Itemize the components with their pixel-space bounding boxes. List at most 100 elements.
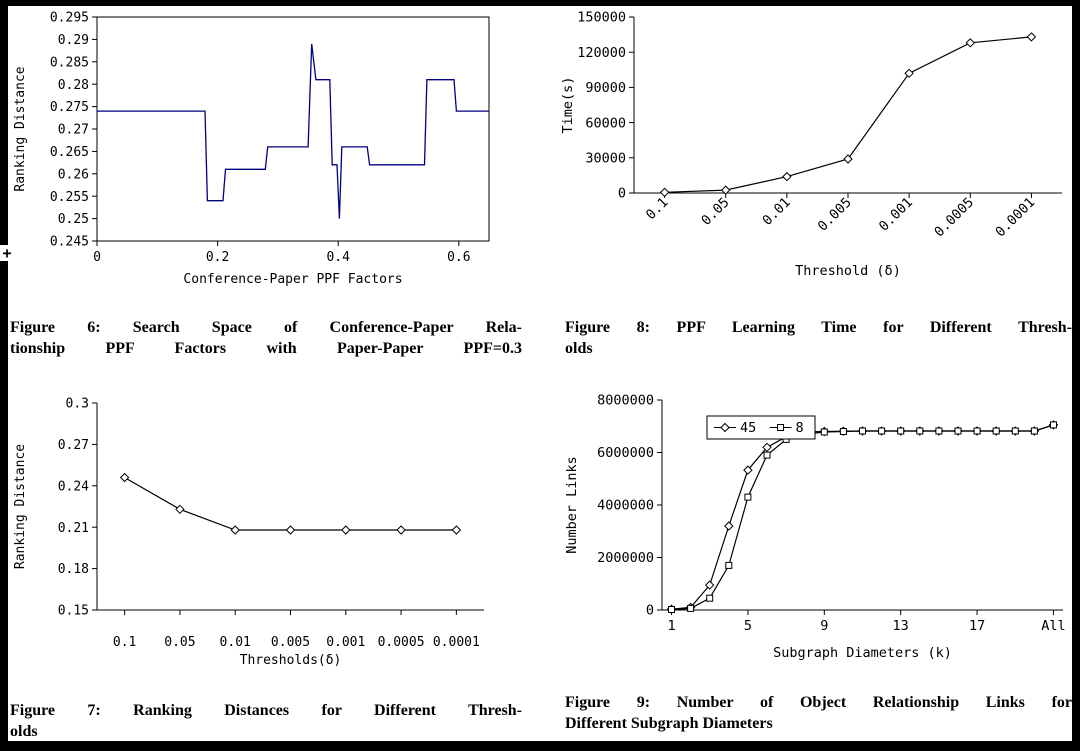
diamond-marker <box>843 154 853 164</box>
caption-line: tionship PPF Factors with Paper-Paper PP… <box>10 340 522 357</box>
y-tick-label: 2000000 <box>597 550 654 566</box>
x-axis-title: Thresholds(δ) <box>240 653 342 668</box>
caption-line: olds <box>10 723 38 740</box>
y-tick-label: 0.285 <box>50 55 89 70</box>
diamond-marker <box>720 422 730 433</box>
square-marker <box>1030 427 1038 435</box>
legend-box <box>706 415 816 440</box>
x-tick-label: 0.2 <box>206 250 229 265</box>
diamond-marker <box>724 521 734 531</box>
x-tick-label: 5 <box>744 618 752 634</box>
square-marker <box>706 594 714 602</box>
series-line <box>664 36 1032 193</box>
square-marker <box>992 427 1000 435</box>
figure-8-line-chart: 0 30000 60000 90000 120000 150000 0.1 0.05 0.01 0… <box>558 10 1072 310</box>
square-marker <box>897 427 905 435</box>
x-tick-label: 0.1 <box>643 195 672 224</box>
diamond-marker <box>341 525 351 535</box>
y-axis-title: Ranking Distance <box>13 66 28 191</box>
cursor-artifact: + <box>0 245 14 261</box>
x-tick-label: 17 <box>969 618 985 634</box>
x-tick-label: 1 <box>667 618 675 634</box>
diamond-marker <box>782 171 792 182</box>
y-tick-label: 0.245 <box>50 235 89 250</box>
x-tick-label: 0.0005 <box>931 195 977 241</box>
square-marker <box>777 424 785 431</box>
y-tick-label: 0.255 <box>50 190 89 205</box>
y-tick-label: 60000 <box>585 115 626 131</box>
y-axis-title: Ranking Distance <box>13 444 28 569</box>
x-tick-label: 13 <box>893 618 909 634</box>
series-line <box>671 424 1054 610</box>
y-tick-label: 0.21 <box>58 521 89 536</box>
y-tick-label: 0.24 <box>58 479 89 494</box>
series-line <box>671 424 1054 611</box>
square-marker <box>859 427 866 435</box>
square-marker <box>687 604 695 612</box>
y-tick-label: 30000 <box>585 151 626 167</box>
x-tick-label: 0.1 <box>113 635 136 650</box>
caption-line: Figure 9: Number of Object Relationship … <box>565 694 1072 711</box>
diamond-marker <box>659 187 670 198</box>
square-marker <box>878 427 886 435</box>
y-tick-label: 150000 <box>577 10 626 26</box>
series-line <box>97 43 489 219</box>
diamond-marker <box>704 580 715 590</box>
square-marker <box>839 428 847 435</box>
legend-label: 8 <box>796 420 804 436</box>
y-tick-label: 0.15 <box>58 604 89 619</box>
x-tick-label: 0.01 <box>759 195 793 229</box>
y-axis-title: Number Links <box>564 456 580 554</box>
y-tick-label: 0.29 <box>58 33 89 48</box>
x-tick-label: All <box>1041 618 1065 634</box>
y-tick-label: 0.28 <box>58 78 89 93</box>
diamond-marker <box>175 504 185 515</box>
square-marker <box>763 451 771 459</box>
y-tick-label: 120000 <box>577 45 626 61</box>
paper-page: 0.245 0.25 0.255 0.26 0.265 0.27 0.275 0.28 0.28… <box>8 6 1072 741</box>
diamond-marker <box>285 525 296 535</box>
x-tick-label: 0.05 <box>164 635 195 650</box>
y-tick-label: 0.27 <box>58 438 89 453</box>
x-axis-title: Conference-Paper PPF Factors <box>183 272 402 287</box>
square-marker <box>916 427 924 435</box>
square-marker <box>725 561 733 569</box>
square-marker <box>954 427 962 435</box>
y-tick-label: 0.3 <box>66 397 89 412</box>
y-tick-label: 0.275 <box>50 100 89 115</box>
diamond-marker <box>230 525 240 535</box>
x-tick-label: 0.001 <box>326 635 365 650</box>
caption-line: Figure 8: PPF Learning Time for Differen… <box>565 319 1072 336</box>
y-tick-label: 90000 <box>585 80 626 96</box>
caption-line: Different Subgraph Diameters <box>565 715 773 732</box>
x-tick-label: 0.0001 <box>992 195 1038 241</box>
x-tick-label: 0.005 <box>271 635 310 650</box>
square-marker <box>1050 421 1057 429</box>
y-tick-label: 0 <box>646 603 654 619</box>
y-tick-label: 4000000 <box>597 498 654 514</box>
figure-9-line-chart: 0 2000000 4000000 6000000 8000000 1 5 9 13 17 All N… <box>558 388 1072 688</box>
y-tick-label: 0.26 <box>58 167 89 182</box>
y-tick-label: 8000000 <box>597 393 654 409</box>
caption-line: Figure 6: Search Space of Conference-Pap… <box>10 319 522 336</box>
diamond-marker <box>743 465 753 475</box>
caption-line: olds <box>565 340 593 357</box>
diamond-marker <box>904 68 914 79</box>
square-marker <box>935 427 943 435</box>
y-tick-label: 0.295 <box>50 11 89 26</box>
plot-frame <box>96 16 490 242</box>
diamond-marker <box>762 442 772 453</box>
diamond-marker <box>720 185 731 195</box>
x-tick-label: 0.4 <box>326 250 350 265</box>
x-axis-title: Threshold (δ) <box>795 263 901 279</box>
caption-line: Figure 7: Ranking Distances for Differen… <box>10 702 522 719</box>
x-tick-label: 0 <box>93 250 101 265</box>
y-tick-label: 0.27 <box>58 123 89 138</box>
diamond-marker <box>451 525 462 535</box>
y-tick-label: 6000000 <box>597 445 654 461</box>
series-line <box>124 476 457 531</box>
x-tick-label: 0.0001 <box>433 635 480 650</box>
y-tick-label: 0 <box>618 186 626 202</box>
legend-label: 45 <box>740 420 756 436</box>
square-marker <box>744 493 752 501</box>
